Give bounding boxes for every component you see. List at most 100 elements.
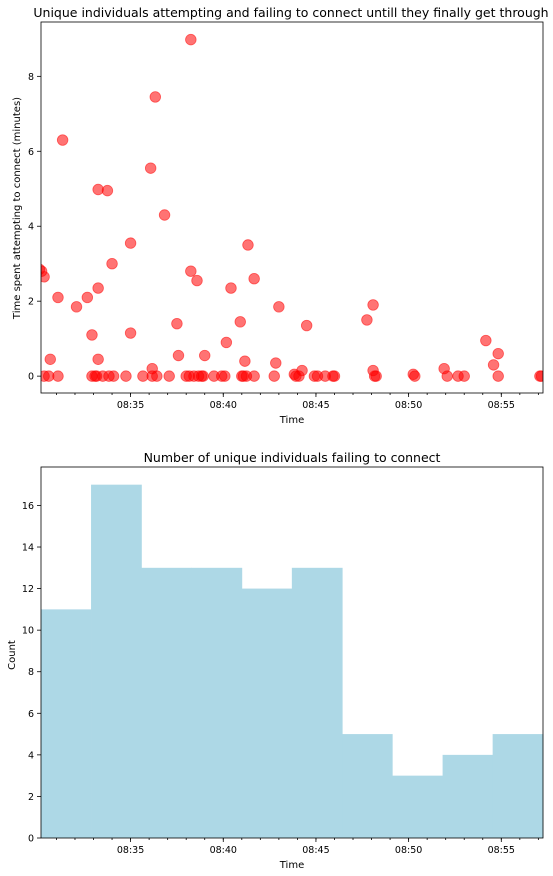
- scatter-point: [191, 274, 203, 287]
- scatter-chart: Unique individuals attempting and failin…: [12, 5, 549, 426]
- scatter-x-tick-label: 08:45: [302, 400, 329, 411]
- histogram-bar: [291, 567, 343, 838]
- scatter-point: [151, 370, 163, 382]
- scatter-point: [458, 370, 470, 382]
- scatter-point: [107, 370, 120, 382]
- scatter-point: [92, 353, 104, 365]
- scatter-point: [101, 184, 114, 197]
- scatter-y-tick-label: 4: [28, 222, 34, 233]
- scatter-point: [370, 370, 382, 382]
- scatter-x-axis-label: Time: [279, 415, 304, 426]
- histogram-y-tick-label: 14: [22, 543, 34, 554]
- scatter-point: [52, 370, 64, 382]
- histogram-x-tick-label: 08:45: [302, 845, 329, 856]
- scatter-point: [172, 349, 185, 362]
- histogram-y-tick-label: 12: [22, 584, 34, 595]
- scatter-point: [149, 91, 162, 103]
- scatter-x-tick-label: 08:50: [395, 400, 422, 411]
- histogram-y-tick-label: 8: [28, 667, 34, 678]
- scatter-point: [248, 370, 260, 382]
- histogram-x-ticks: 08:35 08:40 08:45 08:50 08:55: [56, 838, 539, 856]
- histogram-bar: [191, 567, 243, 838]
- histogram-x-tick-label: 08:50: [395, 845, 422, 856]
- histogram-plot-area: [40, 466, 544, 839]
- scatter-point: [56, 134, 69, 146]
- histogram-bar: [241, 588, 293, 838]
- histogram-bar: [392, 775, 443, 838]
- scatter-point: [242, 239, 254, 251]
- histogram-y-tick-label: 16: [22, 501, 34, 512]
- scatter-point: [163, 370, 175, 382]
- histogram-x-tick-label: 08:35: [117, 845, 144, 856]
- scatter-point: [441, 370, 453, 382]
- scatter-point: [234, 316, 246, 328]
- scatter-plot-area: [40, 21, 544, 394]
- scatter-point: [185, 265, 197, 277]
- scatter-point: [300, 319, 313, 332]
- scatter-chart-title: Unique individuals attempting and failin…: [33, 5, 548, 20]
- scatter-point: [158, 209, 171, 221]
- scatter-point: [124, 327, 137, 339]
- scatter-point: [268, 370, 280, 382]
- scatter-point: [120, 370, 132, 382]
- histogram-y-tick-label: 6: [28, 709, 34, 720]
- scatter-point: [144, 162, 157, 174]
- scatter-y-tick-label: 8: [28, 72, 34, 83]
- scatter-point: [480, 334, 492, 347]
- scatter-point: [44, 353, 56, 365]
- scatter-point: [220, 336, 233, 349]
- histogram-bar: [342, 734, 393, 838]
- histogram-y-tick-label: 10: [22, 626, 34, 637]
- histogram-x-tick-label: 08:55: [488, 845, 515, 856]
- scatter-point: [225, 282, 237, 294]
- histogram-x-axis-label: Time: [279, 860, 304, 871]
- scatter-point: [367, 299, 379, 311]
- scatter-points: [41, 33, 543, 382]
- scatter-point: [361, 314, 373, 326]
- histogram-y-tick-label: 4: [28, 750, 34, 761]
- scatter-point: [409, 370, 421, 382]
- scatter-point: [171, 317, 183, 330]
- scatter-point: [219, 370, 231, 382]
- scatter-y-axis-label: Time spent attempting to connect (minute…: [12, 97, 23, 320]
- scatter-point: [92, 282, 104, 294]
- histogram-bar: [442, 754, 494, 838]
- histogram-bar: [41, 609, 92, 838]
- scatter-point: [41, 271, 50, 283]
- histogram-chart: Number of unique individuals failing to …: [7, 450, 544, 871]
- scatter-y-tick-label: 6: [28, 147, 34, 158]
- histogram-bar: [141, 567, 192, 838]
- scatter-point: [124, 237, 137, 249]
- scatter-point: [535, 370, 543, 382]
- scatter-point: [492, 370, 504, 382]
- histogram-bar: [91, 484, 142, 838]
- scatter-point: [487, 359, 500, 371]
- histogram-y-tick-label: 0: [28, 834, 34, 845]
- scatter-point: [86, 329, 98, 341]
- scatter-point: [492, 347, 504, 360]
- histogram-y-axis-label: Count: [7, 640, 18, 670]
- scatter-x-ticks: 08:35 08:40 08:45 08:50 08:55: [56, 393, 539, 411]
- histogram-bars: [41, 484, 544, 838]
- scatter-point: [70, 301, 83, 313]
- scatter-point: [185, 33, 197, 46]
- scatter-point: [52, 291, 64, 304]
- scatter-point: [197, 370, 209, 382]
- histogram-y-tick-label: 2: [28, 792, 34, 803]
- scatter-x-tick-label: 08:40: [210, 400, 237, 411]
- scatter-point: [81, 291, 94, 304]
- histogram-bar: [492, 734, 544, 838]
- scatter-point: [273, 301, 285, 313]
- scatter-point: [199, 349, 211, 362]
- scatter-point: [106, 258, 118, 270]
- scatter-point: [328, 370, 341, 382]
- histogram-x-tick-label: 08:40: [210, 845, 237, 856]
- scatter-point: [296, 364, 308, 377]
- scatter-point: [270, 357, 282, 369]
- scatter-y-tick-label: 0: [28, 372, 34, 383]
- scatter-y-ticks: 0 2 4 6 8: [28, 72, 41, 383]
- scatter-y-tick-label: 2: [28, 297, 34, 308]
- scatter-point: [248, 273, 260, 285]
- histogram-chart-title: Number of unique individuals failing to …: [144, 450, 441, 465]
